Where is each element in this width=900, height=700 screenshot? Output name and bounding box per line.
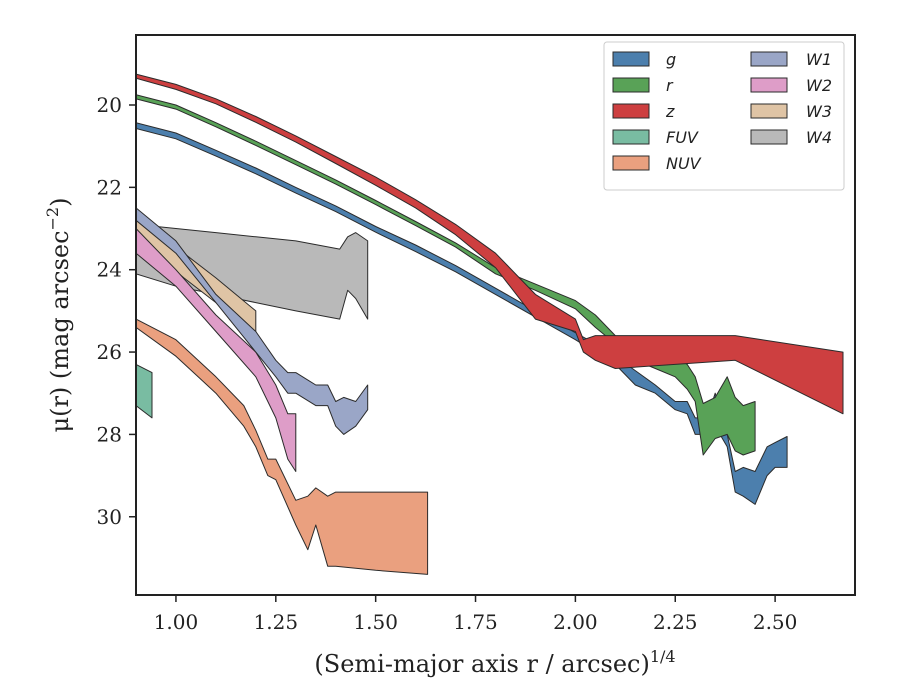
band-w2 [136,228,297,472]
y-tick-label: 30 [97,505,122,529]
plot-frame [135,34,856,596]
legend-label-r: r [666,76,674,95]
band-g [136,122,788,505]
legend-label-w2: W2 [806,76,832,95]
band-z [136,73,844,415]
x-tick-label: 1.00 [154,610,199,634]
legend-label-w1: W1 [806,50,832,69]
legend-swatch-w4 [750,129,788,145]
legend-swatch-r [612,77,650,93]
y-tick-label: 20 [97,93,122,117]
legend-label-z: z [665,102,675,121]
band-nuv [136,318,429,575]
x-tick-label: 1.75 [453,610,498,634]
axis-ticks: 1.00 1.25 1.50 1.75 2.00 2.25 2.50 20 22 24 26 28 30 [97,93,798,634]
y-tick-label: 26 [97,340,122,364]
legend-label-w4: W4 [806,128,832,147]
y-tick-label: 22 [97,175,122,199]
x-tick-label: 1.25 [254,610,299,634]
y-tick-label: 24 [97,258,122,282]
legend-label-g: g [666,50,676,69]
y-tick-label: 28 [97,422,122,446]
x-tick-label: 2.50 [753,610,798,634]
legend-label-fuv: FUV [666,128,699,147]
legend-swatch-z [612,103,650,119]
legend-swatch-nuv [612,155,650,171]
legend-swatch-w1 [750,51,788,67]
legend-swatch-w2 [750,77,788,93]
legend-swatch-fuv [612,129,650,145]
x-axis-label: (Semi-major axis r / arcsec)1/4 [314,647,675,678]
band-fuv [136,363,153,419]
legend-label-nuv: NUV [666,154,702,173]
x-tick-label: 1.50 [353,610,398,634]
y-axis-label: μ(r) (mag arcsec−2) [43,198,74,433]
legend-swatch-w3 [750,103,788,119]
legend: grz FUV NUV W1 W2 W3 W4 [603,41,845,191]
x-tick-label: 2.25 [653,610,698,634]
band-r [136,94,756,456]
legend-label-w3: W3 [806,102,832,121]
band-w1 [136,207,369,435]
legend-swatch-g [612,51,650,67]
plot-area [136,73,844,575]
x-tick-label: 2.00 [553,610,598,634]
